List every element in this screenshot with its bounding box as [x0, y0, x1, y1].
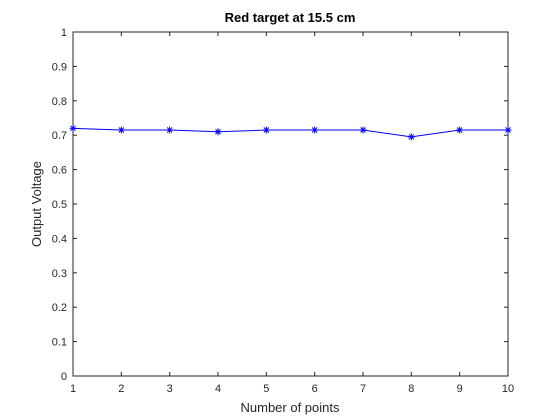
y-tick-label: 0.7 — [52, 130, 67, 142]
chart-title: Red target at 15.5 cm — [225, 10, 356, 25]
data-point-marker — [359, 126, 367, 134]
y-axis-ticks — [73, 31, 508, 377]
data-point-marker — [69, 124, 77, 132]
y-tick-label: 0.4 — [52, 233, 67, 245]
data-point-marker — [311, 126, 319, 134]
data-point-marker — [407, 133, 415, 141]
x-tick-label: 6 — [312, 383, 318, 395]
y-tick-label: 0.1 — [52, 337, 67, 349]
x-tick-label: 10 — [502, 383, 514, 395]
data-point-marker — [166, 126, 174, 134]
y-tick-label: 1 — [61, 27, 67, 39]
y-tick-label: 0.5 — [52, 199, 67, 211]
data-point-marker — [456, 126, 464, 134]
x-tick-label: 9 — [457, 383, 463, 395]
x-tick-label: 3 — [167, 383, 173, 395]
x-tick-label: 7 — [360, 383, 366, 395]
data-point-marker — [504, 126, 512, 134]
x-tick-label: 4 — [215, 383, 221, 395]
x-tick-labels: 1 2 3 4 5 6 7 8 9 10 — [70, 383, 514, 395]
x-axis-label: Number of points — [241, 400, 340, 415]
y-tick-label: 0.8 — [52, 96, 67, 108]
x-axis-ticks — [72, 32, 509, 376]
y-tick-label: 0.6 — [52, 165, 67, 177]
y-tick-labels: 0 0.1 0.2 0.3 0.4 0.5 0.6 0.7 0.8 0.9 1 — [52, 27, 67, 383]
data-point-marker — [262, 126, 270, 134]
data-point-marker — [117, 126, 125, 134]
series-line — [72, 127, 508, 138]
x-tick-label: 2 — [118, 383, 124, 395]
y-tick-label: 0.3 — [52, 268, 67, 280]
x-tick-label: 5 — [263, 383, 269, 395]
y-tick-label: 0.9 — [52, 61, 67, 73]
plot-area — [72, 31, 509, 377]
series-group — [69, 124, 512, 141]
y-tick-label: 0 — [61, 371, 67, 383]
y-tick-label: 0.2 — [52, 302, 67, 314]
y-axis-label: Output Voltage — [29, 161, 44, 247]
x-tick-label: 1 — [70, 383, 76, 395]
data-point-marker — [214, 128, 222, 136]
x-tick-label: 8 — [408, 383, 414, 395]
